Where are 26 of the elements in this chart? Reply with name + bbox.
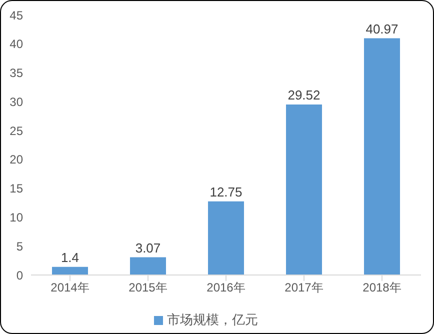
- bar: [52, 266, 88, 275]
- x-tick-label: 2018年: [362, 280, 402, 295]
- y-tick-label: 20: [10, 152, 24, 167]
- y-tick-label: 0: [16, 268, 24, 282]
- y-tick-label: 40: [10, 37, 24, 52]
- y-tick-label: 5: [16, 239, 24, 254]
- x-tick-label: 2015年: [128, 280, 168, 295]
- bar: [208, 201, 244, 275]
- x-tick-label: 2014年: [50, 280, 90, 295]
- y-tick-label: 35: [10, 66, 24, 80]
- x-tick-label: 2017年: [284, 280, 324, 295]
- data-label: 29.52: [288, 87, 320, 102]
- y-tick-label: 30: [10, 94, 24, 109]
- data-label: 3.07: [135, 240, 161, 256]
- bar: [130, 257, 166, 275]
- y-tick-label: 25: [10, 124, 24, 138]
- bar: [286, 104, 322, 275]
- bar: [364, 38, 400, 275]
- data-label: 1.4: [60, 250, 80, 265]
- x-tick-label: 2016年: [206, 280, 246, 295]
- data-label: 12.75: [210, 184, 242, 200]
- y-tick-label: 15: [10, 182, 24, 196]
- legend-label: 市场规模，亿元: [167, 312, 258, 327]
- data-label: 40.97: [366, 21, 398, 36]
- y-tick-label: 45: [10, 8, 24, 22]
- y-tick-label: 10: [10, 210, 24, 224]
